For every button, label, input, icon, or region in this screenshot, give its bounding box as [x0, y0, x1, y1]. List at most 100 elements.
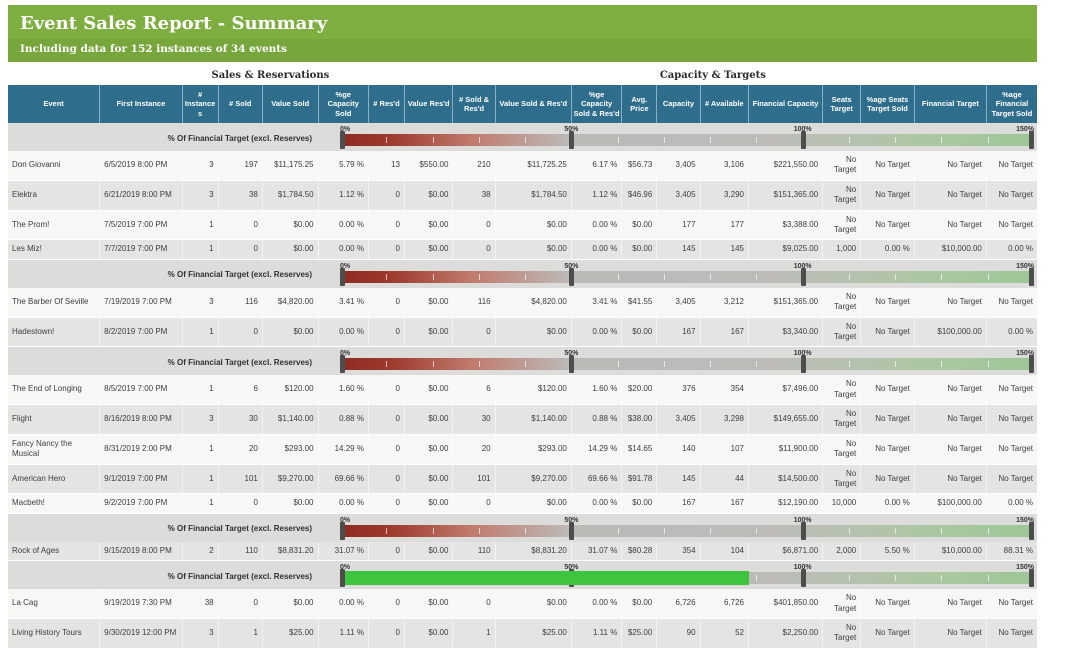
cell-event: The Barber Of Seville [8, 287, 101, 318]
bar-minor-tick [895, 575, 897, 582]
cell-pct-seats-target-sold: No Target [860, 618, 915, 648]
bar-tick-label: 0% [340, 350, 351, 358]
bar-tick-label: 150% [1016, 126, 1034, 133]
event-row: Don Giovanni 6/5/2019 8:00 PM 3 197 $11,175.… [8, 151, 1037, 181]
bar-minor-tick [617, 273, 619, 280]
cell-value-sold-resd: $0.00 [495, 210, 572, 241]
bar-minor-tick [386, 273, 388, 280]
bar-minor-tick [478, 361, 480, 368]
bar-tick-label: 150% [1016, 516, 1034, 524]
report-page: Event Sales Report - Summary Including d… [8, 5, 1037, 648]
bar-minor-tick [987, 527, 989, 534]
cell-pct-capacity-sold: 69.66 % [318, 464, 369, 495]
bar-tick-labels: 0% 50% 100% 150% [340, 262, 1034, 271]
cell-pct-capacity-sold-resd: 0.00 % [571, 493, 623, 514]
cell-capacity: 3,405 [656, 287, 701, 318]
cell-event: Rock of Ages [8, 541, 101, 562]
cell-pct-seats-target-sold: No Target [860, 375, 915, 406]
cell-sold-resd: 38 [452, 180, 496, 211]
cell-sold-resd: 20 [452, 434, 496, 465]
cell-capacity: 6,726 [656, 589, 701, 619]
bar-minor-tick [432, 273, 434, 280]
column-header-financial-target: Financial Target [914, 85, 987, 123]
bar-marker [340, 521, 346, 540]
cell-seats-target: No Target [822, 375, 862, 406]
event-row: Elektra 6/21/2019 8:00 PM 3 38 $1,784.50 1.12… [8, 180, 1037, 211]
cell-financial-target: No Target [914, 180, 987, 211]
bar-minor-tick [663, 137, 665, 143]
cell-pct-financial-target-sold: No Target [986, 375, 1037, 406]
cell-pct-capacity-sold-resd: 6.17 % [571, 151, 623, 181]
cell-capacity: 376 [656, 375, 701, 406]
column-header-first-instance: First Instance [99, 85, 183, 123]
bar-minor-tick [525, 137, 527, 143]
cell-instances: 1 [182, 239, 219, 260]
cell-sold: 6 [218, 375, 263, 406]
bar-minor-tick [848, 137, 850, 143]
bar-marker [569, 267, 575, 286]
cell-event: Hadestown! [8, 317, 101, 348]
event-row: Rock of Ages 9/15/2019 8:00 PM 2 110 $8,831.… [8, 541, 1037, 562]
cell-first-instance: 6/5/2019 8:00 PM [99, 151, 183, 181]
cell-capacity: 354 [656, 541, 701, 562]
cell-seats-target: No Target [822, 287, 862, 318]
financial-target-bar-label: % Of Financial Target (excl. Reserves) [8, 513, 319, 542]
column-header-capacity: Capacity [656, 85, 701, 123]
cell-value-sold-resd: $0.00 [495, 317, 572, 348]
bar-minor-tick [525, 527, 527, 534]
cell-capacity: 145 [656, 239, 701, 260]
bar-tick-label: 150% [1016, 350, 1034, 358]
cell-sold-resd: 6 [452, 375, 496, 406]
bar-minor-tick [895, 361, 897, 368]
cell-seats-target: No Target [822, 434, 862, 465]
cell-pct-seats-target-sold: No Target [860, 317, 915, 348]
report-title: Event Sales Report - Summary [20, 13, 328, 34]
bar-minor-tick [617, 527, 619, 534]
bar-minor-tick [663, 361, 665, 368]
cell-value-sold-resd: $120.00 [495, 375, 572, 406]
cell-resd: 0 [368, 287, 406, 318]
cell-value-sold-resd: $293.00 [495, 434, 572, 465]
bar-marker [1029, 569, 1034, 588]
bar-marker [569, 355, 575, 374]
cell-pct-capacity-sold: 0.00 % [318, 589, 369, 619]
cell-pct-financial-target-sold: No Target [986, 404, 1037, 435]
cell-available: 6,726 [700, 589, 749, 619]
cell-instances: 38 [182, 589, 219, 619]
cell-resd: 0 [368, 434, 406, 465]
cell-value-sold-resd: $4,820.00 [495, 287, 572, 318]
column-header-pct-capacity-sold-resd: %ge Capacity Sold & Res'd [571, 85, 623, 123]
bar-marker [800, 131, 806, 149]
cell-pct-seats-target-sold: No Target [860, 404, 915, 435]
cell-avg-price: $91.78 [621, 464, 658, 495]
cell-capacity: 90 [656, 618, 701, 648]
cell-financial-target: No Target [914, 589, 987, 619]
cell-capacity: 177 [656, 210, 701, 241]
cell-value-sold-resd: $1,784.50 [495, 180, 572, 211]
bar-marker [1029, 355, 1034, 374]
cell-financial-target: $10,000.00 [914, 239, 987, 260]
cell-financial-target: $100,000.00 [914, 317, 987, 348]
cell-pct-financial-target-sold: 0.00 % [986, 317, 1037, 348]
cell-first-instance: 9/15/2019 8:00 PM [99, 541, 183, 562]
cell-value-resd: $0.00 [404, 375, 454, 406]
cell-pct-capacity-sold: 0.00 % [318, 210, 369, 241]
cell-capacity: 167 [656, 317, 701, 348]
bar-minor-tick [617, 361, 619, 368]
bar-minor-tick [895, 527, 897, 534]
cell-avg-price: $25.00 [621, 618, 658, 648]
cell-resd: 0 [368, 589, 406, 619]
column-header-avg-price: Avg. Price [621, 85, 658, 123]
cell-first-instance: 9/19/2019 7:30 PM [99, 589, 183, 619]
cell-available: 177 [700, 210, 749, 241]
column-header-instances: # Instances [182, 85, 219, 123]
cell-first-instance: 6/21/2019 8:00 PM [99, 180, 183, 211]
cell-value-sold-resd: $25.00 [495, 618, 572, 648]
cell-value-sold-resd: $0.00 [495, 589, 572, 619]
bar-minor-tick [941, 361, 943, 368]
cell-financial-target: No Target [914, 404, 987, 435]
cell-pct-capacity-sold: 0.00 % [318, 239, 369, 260]
cell-resd: 0 [368, 239, 406, 260]
cell-event: Macbeth! [8, 493, 101, 514]
bar-minor-tick [941, 273, 943, 280]
